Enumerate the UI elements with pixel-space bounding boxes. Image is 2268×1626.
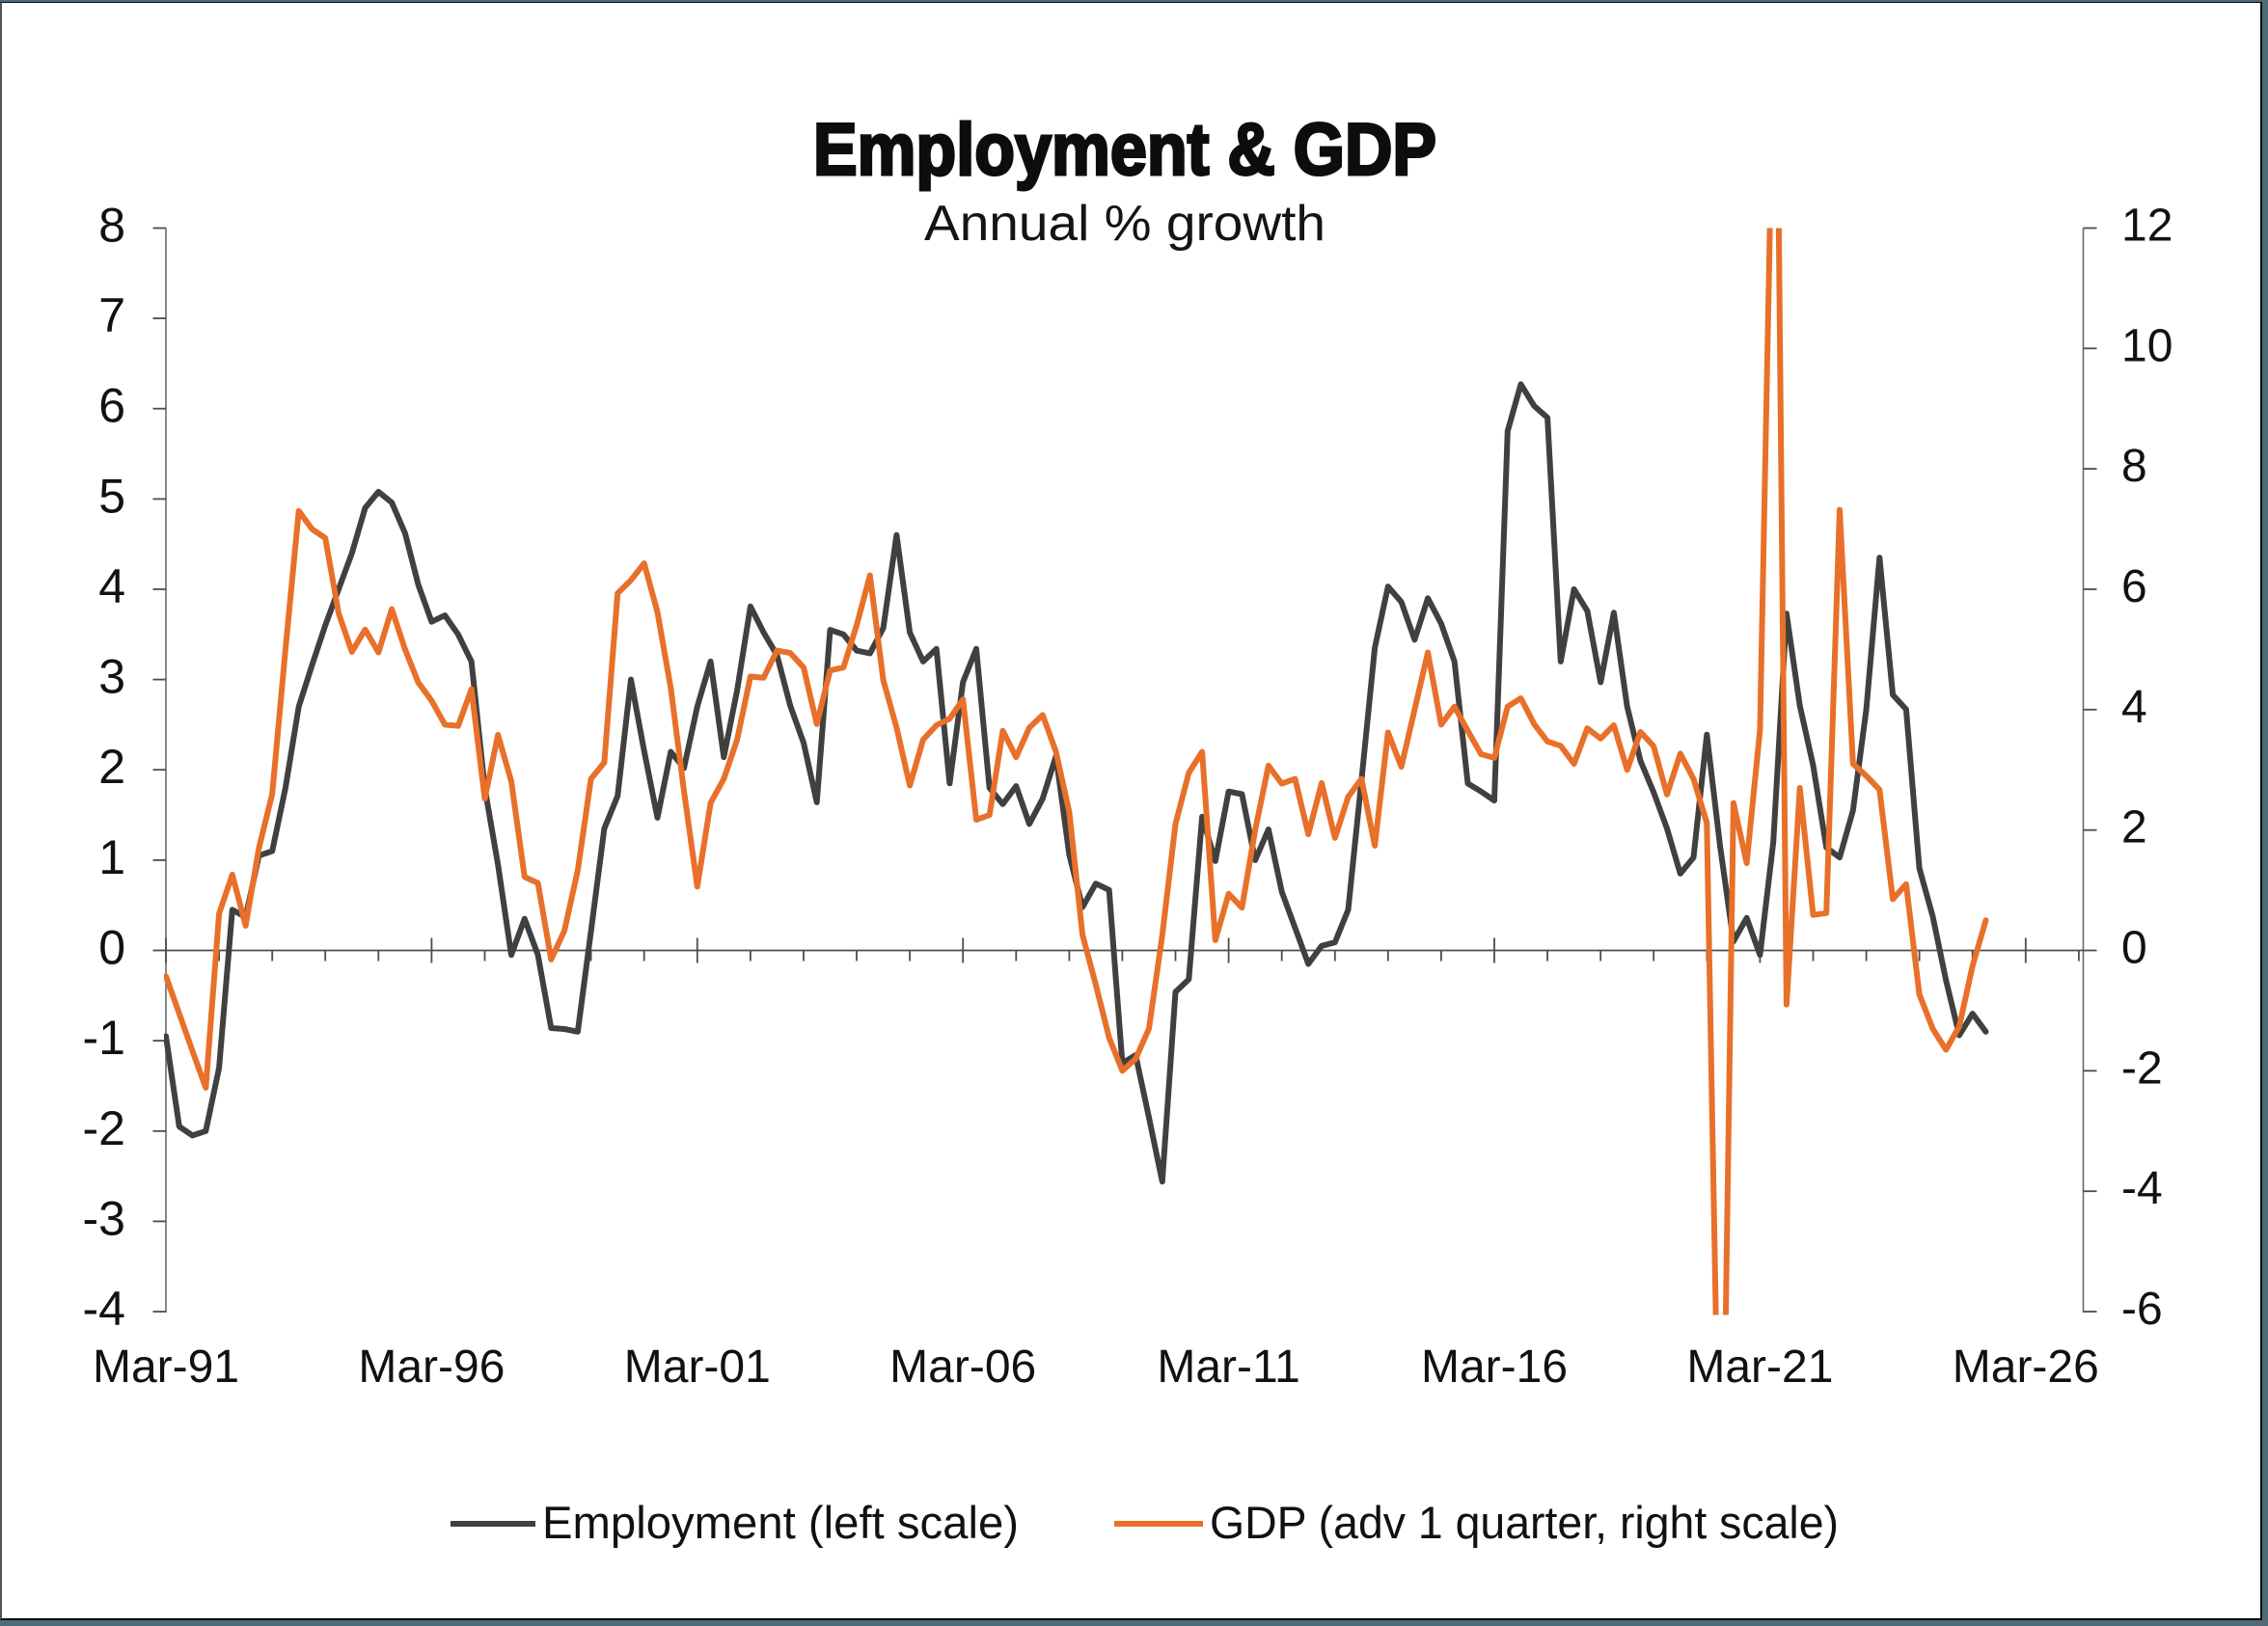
svg-text:8: 8 bbox=[2121, 441, 2147, 492]
svg-text:6: 6 bbox=[98, 379, 125, 433]
svg-text:Mar-16: Mar-16 bbox=[1421, 1341, 1568, 1393]
svg-text:0: 0 bbox=[2121, 923, 2147, 974]
svg-text:Mar-11: Mar-11 bbox=[1157, 1341, 1299, 1393]
svg-text:-3: -3 bbox=[83, 1191, 125, 1245]
svg-text:4: 4 bbox=[2121, 682, 2147, 733]
svg-text:5: 5 bbox=[98, 469, 125, 523]
svg-text:Mar-96: Mar-96 bbox=[358, 1341, 505, 1393]
svg-text:Mar-06: Mar-06 bbox=[889, 1341, 1036, 1393]
svg-text:Mar-01: Mar-01 bbox=[624, 1341, 771, 1393]
svg-text:Employment & GDP: Employment & GDP bbox=[813, 109, 1436, 191]
svg-text:Annual % growth: Annual % growth bbox=[924, 196, 1325, 252]
svg-text:1: 1 bbox=[98, 830, 125, 884]
svg-text:2: 2 bbox=[2121, 802, 2147, 854]
svg-text:8: 8 bbox=[98, 199, 125, 253]
svg-text:-6: -6 bbox=[2121, 1284, 2163, 1335]
svg-text:-4: -4 bbox=[2121, 1163, 2163, 1214]
svg-text:-2: -2 bbox=[83, 1101, 125, 1155]
svg-text:2: 2 bbox=[98, 740, 125, 794]
svg-text:-1: -1 bbox=[83, 1011, 125, 1065]
svg-text:7: 7 bbox=[98, 288, 125, 342]
svg-text:3: 3 bbox=[98, 650, 125, 704]
svg-text:Employment (left scale): Employment (left scale) bbox=[542, 1497, 1019, 1548]
svg-text:12: 12 bbox=[2121, 201, 2172, 252]
svg-text:10: 10 bbox=[2121, 320, 2172, 371]
svg-text:Mar-26: Mar-26 bbox=[1953, 1341, 2099, 1393]
svg-text:Mar-21: Mar-21 bbox=[1686, 1341, 1833, 1393]
svg-text:0: 0 bbox=[98, 921, 125, 975]
svg-text:-2: -2 bbox=[2121, 1043, 2163, 1094]
svg-text:GDP (adv 1 quarter, right scal: GDP (adv 1 quarter, right scale) bbox=[1210, 1497, 1839, 1548]
svg-text:Mar-91: Mar-91 bbox=[93, 1341, 239, 1393]
svg-text:4: 4 bbox=[98, 559, 125, 613]
svg-text:-4: -4 bbox=[83, 1282, 125, 1336]
svg-text:6: 6 bbox=[2121, 561, 2147, 612]
